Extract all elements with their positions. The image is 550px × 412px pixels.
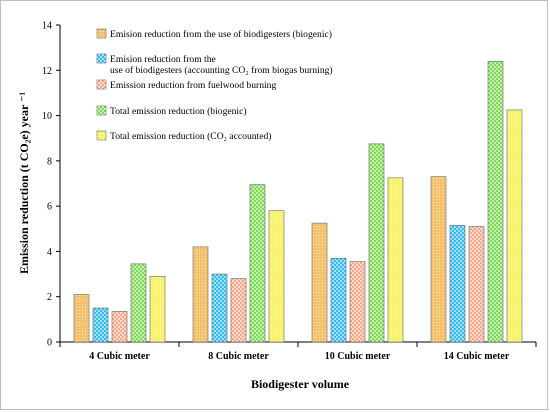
bar-pattern [249, 184, 266, 343]
y-tick-label: 14 [42, 21, 52, 32]
bar [111, 311, 128, 343]
bar [211, 273, 228, 343]
y-tick-label: 0 [47, 338, 52, 349]
bar-pattern [430, 176, 447, 343]
y-tick-label: 12 [42, 66, 52, 77]
legend-item: Emision reduction from the use of biodige… [96, 53, 333, 76]
bar-pattern [92, 307, 109, 343]
bar [430, 176, 447, 343]
bar-pattern [73, 294, 90, 343]
bar [192, 246, 209, 343]
bar-pattern [387, 177, 404, 343]
bar-pattern [311, 222, 328, 343]
y-tick-label: 4 [47, 247, 52, 258]
bar [149, 276, 166, 343]
y-tick-label: 2 [47, 292, 52, 303]
bar [449, 225, 466, 343]
legend-swatch-pattern [97, 29, 106, 38]
legend-item: Emission reduction from fuelwood burning [96, 79, 276, 91]
bar-pattern [230, 278, 247, 343]
legend-item: Emision reduction from the use of biodig… [96, 28, 332, 40]
legend-label: Emision reduction from the use of biodig… [110, 29, 332, 40]
legend-label-line: use of biodigesters (accounting CO₂ from… [110, 65, 333, 76]
legend-label: Total emission reduction (CO₂ accounted) [110, 131, 271, 142]
bar [311, 222, 328, 343]
legend-swatch-pattern [97, 106, 106, 115]
bar-pattern [330, 257, 347, 343]
bar [468, 226, 485, 343]
legend-item: Total emission reduction (CO₂ accounted) [96, 130, 271, 142]
legend-label: Emision reduction from the use of biodige… [110, 54, 333, 76]
legend-swatch-pattern [97, 54, 106, 63]
bar-pattern [449, 225, 466, 343]
y-axis: 0 2 4 6 8 10 12 14 [42, 21, 61, 349]
bar [92, 307, 109, 343]
bar-pattern [506, 109, 523, 343]
bar [330, 257, 347, 343]
x-category-label: 10 Cubic meter [325, 351, 391, 362]
y-axis-title: Emission reduction (t CO₂e) year ⁻¹ [17, 92, 31, 274]
legend-label: Emission reduction from fuelwood burning [110, 80, 276, 91]
y-tick-label: 10 [42, 111, 52, 122]
bar [249, 184, 266, 343]
bar [230, 278, 247, 343]
legend-swatch-pattern [97, 131, 106, 140]
legend-label-line: Emision reduction from the [110, 54, 216, 65]
x-axis: 4 Cubic meter 8 Cubic meter 10 Cubic meter… [59, 341, 537, 362]
bar-pattern [349, 261, 366, 343]
bar [130, 263, 147, 343]
x-axis-title: Biodigester volume [251, 377, 350, 391]
x-category-label: 4 Cubic meter [89, 351, 150, 362]
legend-item: Total emission reduction (biogenic) [96, 105, 247, 117]
legend: Emision reduction from the use of biodig… [96, 28, 333, 142]
bar-pattern [468, 226, 485, 343]
bar-pattern [149, 276, 166, 343]
y-tick-label: 8 [47, 156, 52, 167]
bar [268, 210, 285, 343]
bars-group [73, 60, 523, 343]
bar [368, 143, 385, 343]
bar [506, 109, 523, 343]
bar [487, 60, 504, 343]
x-category-label: 14 Cubic meter [444, 351, 510, 362]
bar-pattern [211, 273, 228, 343]
bar-pattern [268, 210, 285, 343]
bar [387, 177, 404, 343]
bar-pattern [111, 311, 128, 343]
bar-pattern [368, 143, 385, 343]
x-category-label: 8 Cubic meter [208, 351, 269, 362]
bar-pattern [130, 263, 147, 343]
bar [349, 261, 366, 343]
legend-label: Total emission reduction (biogenic) [110, 106, 247, 117]
legend-swatch-pattern [97, 80, 106, 89]
y-tick-label: 6 [47, 202, 52, 213]
bar [73, 294, 90, 343]
bar-pattern [487, 60, 504, 343]
bar-pattern [192, 246, 209, 343]
